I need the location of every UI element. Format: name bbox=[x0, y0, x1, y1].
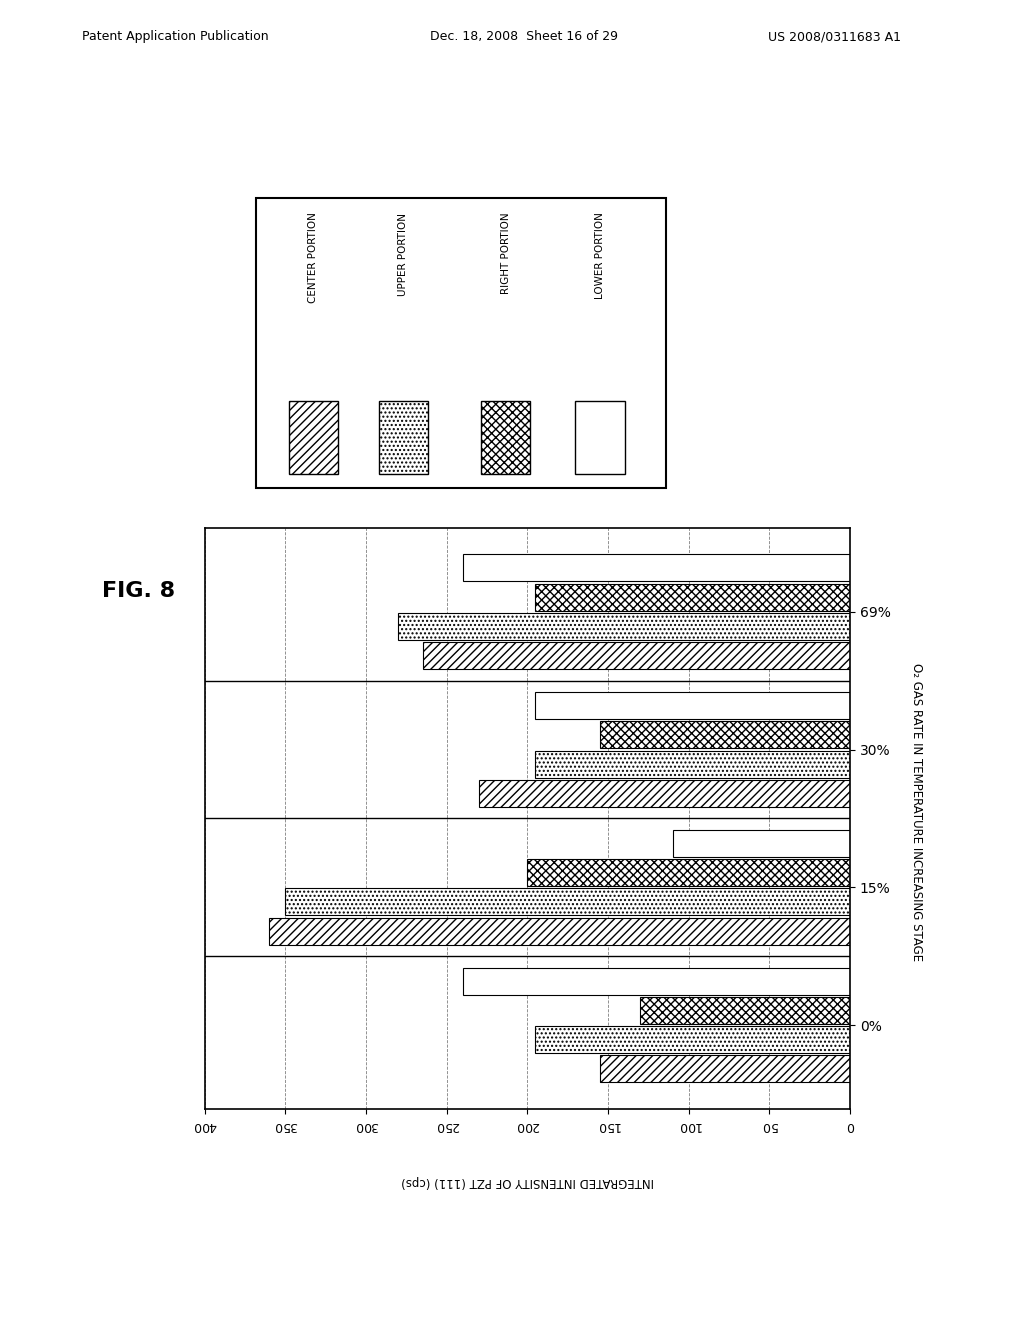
FancyBboxPatch shape bbox=[575, 401, 625, 474]
Text: O₂ GAS RATE IN TEMPERATURE INCREASING STAGE: O₂ GAS RATE IN TEMPERATURE INCREASING ST… bbox=[910, 663, 923, 961]
Bar bbox=[640, 997, 850, 1024]
Bar bbox=[423, 643, 850, 669]
Bar bbox=[463, 968, 850, 994]
Text: RIGHT PORTION: RIGHT PORTION bbox=[501, 213, 511, 294]
Text: UPPER PORTION: UPPER PORTION bbox=[398, 213, 409, 296]
Bar bbox=[673, 830, 850, 857]
Bar bbox=[269, 917, 850, 945]
Bar bbox=[286, 888, 850, 915]
Bar bbox=[398, 612, 850, 640]
Text: FIG. 8: FIG. 8 bbox=[102, 581, 175, 601]
FancyBboxPatch shape bbox=[379, 401, 428, 474]
FancyBboxPatch shape bbox=[481, 401, 530, 474]
Bar bbox=[463, 554, 850, 581]
Bar bbox=[479, 780, 850, 807]
Bar bbox=[536, 583, 850, 611]
Text: LOWER PORTION: LOWER PORTION bbox=[595, 213, 605, 300]
Bar bbox=[600, 722, 850, 748]
Bar bbox=[536, 692, 850, 719]
Bar bbox=[536, 1026, 850, 1053]
Bar bbox=[600, 1056, 850, 1082]
Text: CENTER PORTION: CENTER PORTION bbox=[308, 213, 318, 304]
Text: Dec. 18, 2008  Sheet 16 of 29: Dec. 18, 2008 Sheet 16 of 29 bbox=[430, 30, 618, 44]
Text: US 2008/0311683 A1: US 2008/0311683 A1 bbox=[768, 30, 901, 44]
Bar bbox=[527, 859, 850, 886]
Text: Patent Application Publication: Patent Application Publication bbox=[82, 30, 268, 44]
Bar bbox=[536, 751, 850, 777]
Text: INTEGRATED INTENSITY OF PZT (111) (cps): INTEGRATED INTENSITY OF PZT (111) (cps) bbox=[401, 1175, 653, 1188]
FancyBboxPatch shape bbox=[289, 401, 338, 474]
